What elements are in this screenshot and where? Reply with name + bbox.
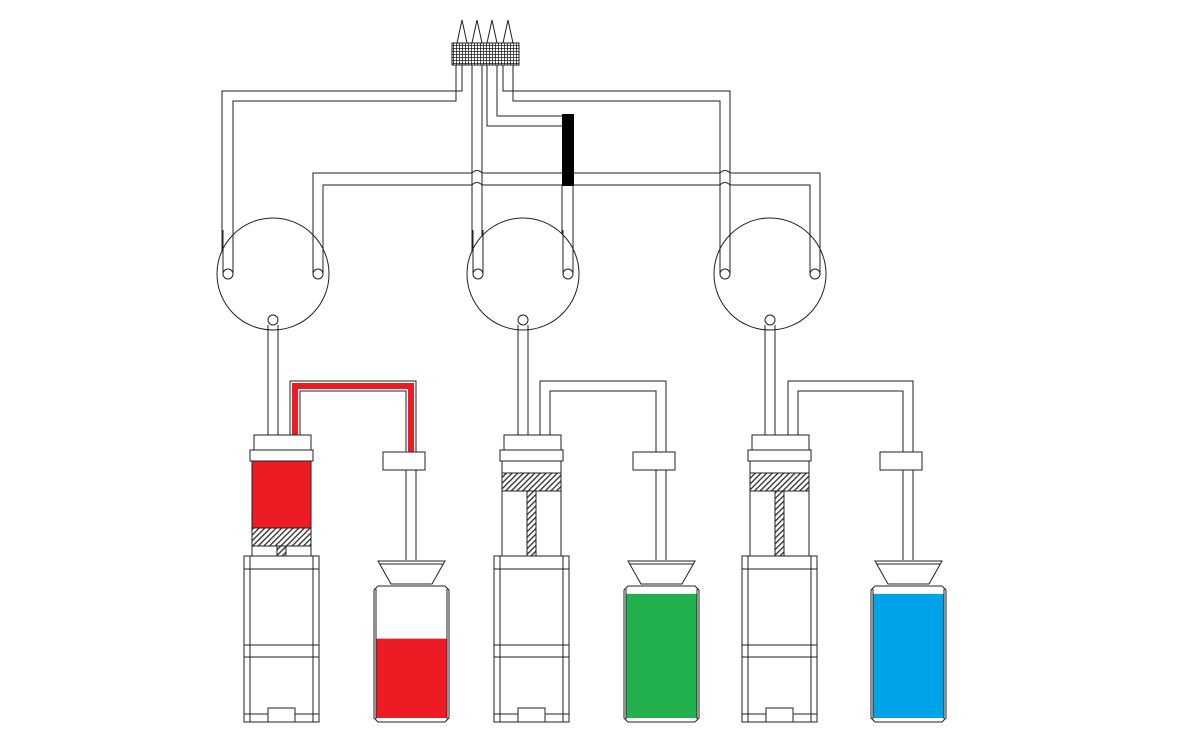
syringe-cap [253, 434, 312, 451]
syringe-to-reservoir-tube [539, 380, 667, 452]
syringe-to-reservoir-tube [787, 380, 914, 452]
valve-port-right [562, 268, 574, 280]
reservoir-funnel [627, 560, 696, 585]
tube-to-valve-3 [502, 65, 731, 272]
tube-outline [539, 380, 667, 452]
reservoir-funnel [874, 560, 943, 585]
plunger-head [749, 472, 810, 492]
tube-fitting [382, 451, 426, 471]
dip-tube [902, 470, 914, 560]
tube-outline [289, 380, 417, 452]
valve-port-right [312, 268, 324, 280]
tube-to-black-bar [486, 65, 562, 127]
unit-2 [493, 325, 700, 723]
common-line [312, 172, 821, 272]
reservoir-liquid [376, 638, 447, 718]
tube-outline [787, 380, 914, 452]
valve-body [713, 217, 827, 331]
reservoir-wall [872, 589, 945, 719]
pump-base-slot [765, 707, 794, 723]
upper-tubing [221, 65, 821, 272]
valve-body [466, 217, 580, 331]
valve-inlet-tubes [222, 230, 324, 274]
crossing-hop-2 [719, 170, 731, 186]
plunger-head [501, 472, 562, 492]
plunger-rod [526, 490, 537, 557]
tube-liquid [292, 383, 414, 452]
manifold-connector [451, 19, 520, 66]
valve-3 [713, 217, 827, 331]
valve-port-bottom [517, 314, 529, 326]
connector-pins [456, 19, 514, 44]
reservoir-liquid [626, 593, 697, 718]
valve-body [216, 217, 330, 331]
syringe-pump-body [741, 555, 818, 723]
valve-to-syringe-tube [764, 325, 776, 436]
unit-1 [243, 325, 450, 723]
pump-base-slot [267, 707, 296, 723]
plunger-rod [276, 545, 287, 557]
plunger-rod [774, 490, 785, 557]
valve-port-bottom [267, 314, 279, 326]
valve-inlet-tubes [719, 230, 821, 274]
units [243, 325, 947, 723]
valve-inlet-tubes [472, 230, 574, 274]
tube-fitting [879, 451, 923, 471]
valve-2 [466, 217, 580, 331]
tube-to-valve-1 [221, 65, 463, 272]
connector-block [451, 42, 520, 66]
unit-3 [741, 325, 947, 723]
syringe-pump-body [493, 555, 570, 723]
reservoir-wall [625, 589, 698, 719]
black-bar [562, 114, 574, 186]
syringe-collar [249, 449, 314, 462]
valve-port-bottom [764, 314, 776, 326]
syringe-pump-body [243, 555, 320, 723]
reservoir-funnel [377, 560, 446, 585]
valve-port-right [809, 268, 821, 280]
syringe-cap [751, 434, 810, 451]
syringe-to-reservoir-tube [289, 380, 417, 452]
plunger-head [251, 527, 312, 547]
reservoir-liquid [873, 593, 944, 718]
syringe-collar [499, 449, 564, 462]
syringe-collar [747, 449, 812, 462]
valve-port-left [719, 268, 731, 280]
reservoir-wall [375, 589, 448, 719]
crossing-hop-1 [471, 170, 483, 186]
dip-tube [655, 470, 667, 560]
valves [216, 217, 827, 331]
valve-1 [216, 217, 330, 331]
valve-to-syringe-tube [517, 325, 529, 436]
pump-base-slot [517, 707, 546, 723]
valve-to-syringe-tube [267, 325, 279, 436]
valve-port-left [222, 268, 234, 280]
dip-tube [405, 470, 417, 560]
tube-fitting [632, 451, 676, 471]
syringe-cap [503, 434, 562, 451]
valve-port-left [472, 268, 484, 280]
